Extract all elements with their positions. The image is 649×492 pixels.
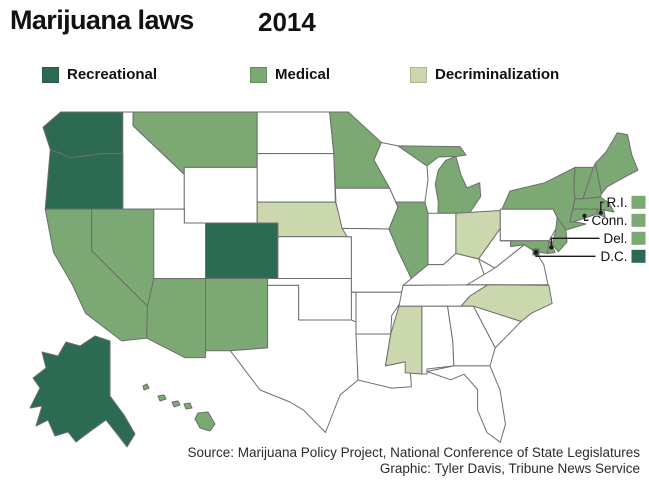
state-alaska — [29, 335, 136, 448]
rhode-island-leader-line — [600, 201, 604, 213]
legend-item-recreational: Recreational — [42, 66, 157, 83]
state-hawaii-island-4 — [183, 402, 193, 410]
state-south-dakota — [256, 153, 336, 203]
credit-line: Graphic: Tyler Davis, Tribune News Servi… — [379, 460, 640, 476]
callout-label-rhode-island: R.I. — [606, 195, 627, 210]
delaware-swatch-icon — [631, 231, 646, 245]
state-hawaii-island-1 — [142, 383, 150, 391]
state-arizona — [146, 278, 206, 359]
year-label: 2014 — [258, 7, 316, 37]
state-oregon — [44, 148, 124, 210]
state-michigan-upper — [397, 145, 467, 167]
decriminalization-swatch-icon — [410, 66, 427, 83]
state-north-dakota — [256, 111, 335, 155]
state-kansas — [277, 236, 352, 279]
legend-label-medical: Medical — [275, 66, 331, 83]
legend-label-recreational: Recreational — [67, 66, 158, 83]
callout-label-delaware: Del. — [603, 231, 627, 246]
source-credit: Source: Marijuana Policy Project, Nation… — [188, 445, 641, 476]
state-new-jersey — [551, 216, 568, 253]
legend-label-decriminalization: Decriminalization — [435, 66, 560, 83]
rhode-island-dot-icon — [598, 210, 603, 215]
callout-label-dc: D.C. — [601, 249, 628, 264]
recreational-swatch-icon — [42, 66, 59, 83]
legend-item-medical: Medical — [250, 66, 330, 83]
state-texas — [229, 284, 359, 433]
state-mississippi — [385, 305, 423, 375]
state-wyoming — [183, 166, 258, 224]
dc-swatch-icon — [631, 249, 646, 263]
state-iowa — [334, 187, 399, 230]
state-hawaii-island-2 — [157, 394, 167, 402]
state-new-mexico — [205, 278, 269, 352]
states-layer — [29, 111, 639, 448]
state-hawaii-big-island — [194, 411, 216, 432]
delaware-leader-line — [550, 237, 600, 248]
state-maine — [594, 132, 639, 195]
callout-label-connecticut: Conn. — [591, 213, 627, 228]
state-michigan — [434, 155, 482, 214]
page-title: Marijuana laws — [10, 5, 194, 35]
source-line: Source: Marijuana Policy Project, Nation… — [187, 445, 641, 460]
state-florida — [426, 365, 506, 443]
rhode-island-swatch-icon — [631, 195, 646, 209]
connecticut-swatch-icon — [631, 213, 646, 227]
dc-dot-icon — [534, 250, 538, 255]
state-hawaii-island-3 — [171, 400, 181, 408]
state-alabama — [421, 305, 455, 375]
delaware-dot-icon — [549, 245, 554, 250]
state-pennsylvania — [499, 208, 558, 242]
connecticut-dot-icon — [582, 213, 587, 218]
callouts-layer: R.I. Conn. Del. D.C. — [534, 195, 646, 264]
legend-item-decriminalization: Decriminalization — [410, 66, 559, 83]
state-colorado — [205, 222, 279, 279]
medical-swatch-icon — [250, 66, 267, 83]
